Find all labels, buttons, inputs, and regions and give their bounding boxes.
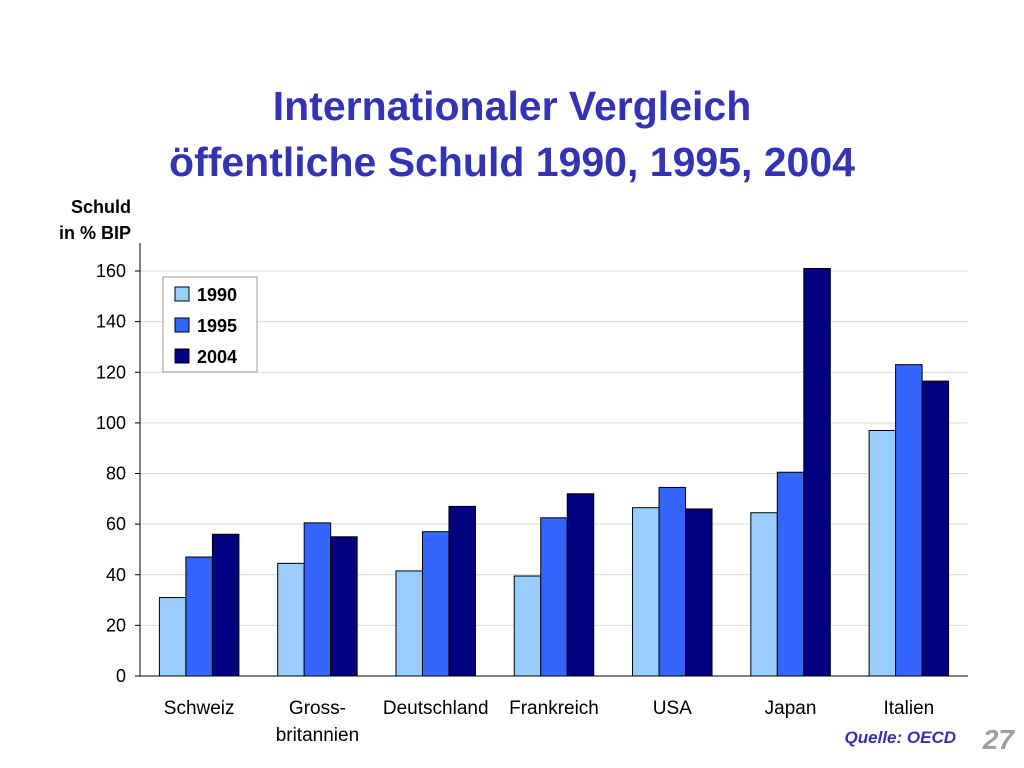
y-axis-label: Schuld in % BIP bbox=[59, 194, 131, 246]
bar-1990-6 bbox=[868, 429, 897, 677]
page-number: 27 bbox=[982, 724, 1014, 755]
bar-2004-5 bbox=[803, 267, 831, 677]
bar-1995-5 bbox=[776, 471, 805, 677]
x-tick-label-1-0: Gross- bbox=[289, 698, 346, 719]
bar-1995-4 bbox=[658, 486, 687, 677]
legend-label-1995: 1995 bbox=[197, 316, 237, 336]
bar-1995-0 bbox=[185, 556, 213, 677]
y-tick-label-60: 60 bbox=[106, 514, 126, 534]
bar-1995-6 bbox=[895, 364, 923, 677]
bar-1990-4 bbox=[632, 507, 660, 677]
x-tick-label-0-0: Schweiz bbox=[164, 698, 235, 719]
source-note: Quelle: OECD bbox=[844, 728, 956, 747]
legend-label-2004: 2004 bbox=[197, 347, 237, 367]
x-tick-label-4-0: USA bbox=[653, 698, 692, 719]
x-tick-label-6-0: Italien bbox=[884, 698, 935, 719]
bar-1990-2 bbox=[395, 570, 423, 677]
y-tick-label-140: 140 bbox=[96, 312, 126, 332]
bar-1990-1 bbox=[277, 562, 305, 677]
bar-2004-6 bbox=[921, 380, 950, 677]
bar-1995-3 bbox=[540, 517, 568, 677]
y-tick-label-0: 0 bbox=[116, 666, 126, 686]
y-tick-label-160: 160 bbox=[96, 261, 126, 281]
title-line-1: Internationaler Vergleich bbox=[272, 83, 752, 129]
bar-2004-1 bbox=[330, 536, 358, 677]
x-tick-label-3-0: Frankreich bbox=[509, 698, 599, 719]
slide-title: Internationaler Vergleich öffentliche Sc… bbox=[0, 78, 1024, 190]
y-tick-label-80: 80 bbox=[106, 464, 126, 484]
bar-2004-3 bbox=[566, 493, 595, 677]
legend-swatch-1995 bbox=[174, 317, 190, 333]
bar-1990-3 bbox=[513, 575, 542, 677]
y-tick-label-40: 40 bbox=[106, 565, 126, 585]
y-tick-label-20: 20 bbox=[106, 615, 126, 635]
bar-1990-0 bbox=[158, 597, 187, 677]
bar-1995-2 bbox=[421, 531, 450, 677]
x-tick-label-2-0: Deutschland bbox=[383, 698, 489, 719]
legend-swatch-1990 bbox=[174, 286, 190, 302]
bar-2004-2 bbox=[448, 505, 476, 677]
legend-swatch-2004 bbox=[174, 348, 190, 364]
title-line-2: öffentliche Schuld 1990, 1995, 2004 bbox=[169, 139, 855, 185]
bar-2004-4 bbox=[685, 508, 713, 677]
y-axis-label-line-1: Schuld bbox=[70, 197, 131, 217]
bar-1995-1 bbox=[303, 522, 332, 677]
x-tick-label-1-1: britannien bbox=[276, 725, 359, 746]
bar-2004-0 bbox=[211, 533, 240, 677]
x-tick-label-5-0: Japan bbox=[765, 698, 817, 719]
y-tick-label-120: 120 bbox=[96, 362, 126, 382]
y-axis-label-line-2: in % BIP bbox=[58, 223, 131, 243]
y-tick-label-100: 100 bbox=[96, 413, 126, 433]
legend-label-1990: 1990 bbox=[197, 285, 237, 305]
bar-1990-5 bbox=[750, 512, 778, 677]
